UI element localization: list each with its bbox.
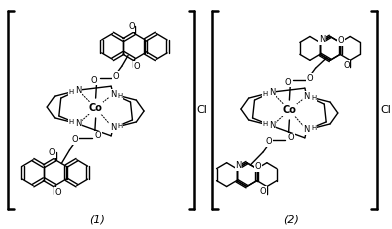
- Text: O: O: [307, 74, 313, 83]
- Text: H: H: [69, 89, 74, 95]
- Text: (1): (1): [90, 214, 105, 224]
- Text: O: O: [94, 131, 101, 140]
- Text: (2): (2): [283, 214, 299, 224]
- Text: O: O: [260, 187, 266, 196]
- Text: H: H: [117, 123, 122, 129]
- Text: H: H: [311, 125, 316, 131]
- Text: O: O: [343, 61, 350, 70]
- Text: N: N: [236, 161, 242, 170]
- Text: O: O: [113, 72, 119, 81]
- Text: O: O: [288, 133, 295, 142]
- Text: H: H: [117, 93, 122, 99]
- Text: O: O: [266, 137, 272, 146]
- Text: N: N: [75, 86, 82, 95]
- Text: O: O: [284, 78, 291, 87]
- Text: N: N: [110, 123, 116, 132]
- Text: H: H: [263, 91, 268, 97]
- Text: N: N: [304, 125, 310, 134]
- Text: N: N: [110, 90, 116, 99]
- Text: Cl: Cl: [197, 105, 208, 115]
- Text: H: H: [69, 119, 74, 125]
- Text: O: O: [128, 22, 135, 31]
- Text: N: N: [269, 121, 275, 131]
- Text: O: O: [54, 188, 61, 197]
- Text: H: H: [263, 121, 268, 127]
- Text: O: O: [134, 62, 141, 71]
- Text: O: O: [338, 36, 345, 45]
- Text: N: N: [304, 92, 310, 101]
- Text: Cl: Cl: [380, 105, 391, 115]
- Text: N: N: [75, 120, 82, 128]
- Text: N: N: [269, 88, 275, 97]
- Text: O: O: [91, 76, 97, 85]
- Text: O: O: [49, 148, 55, 157]
- Text: O: O: [72, 135, 79, 144]
- Text: Co: Co: [282, 105, 296, 115]
- Text: H: H: [311, 95, 316, 101]
- Text: N: N: [319, 35, 325, 44]
- Text: Co: Co: [89, 103, 103, 113]
- Text: O: O: [254, 162, 261, 171]
